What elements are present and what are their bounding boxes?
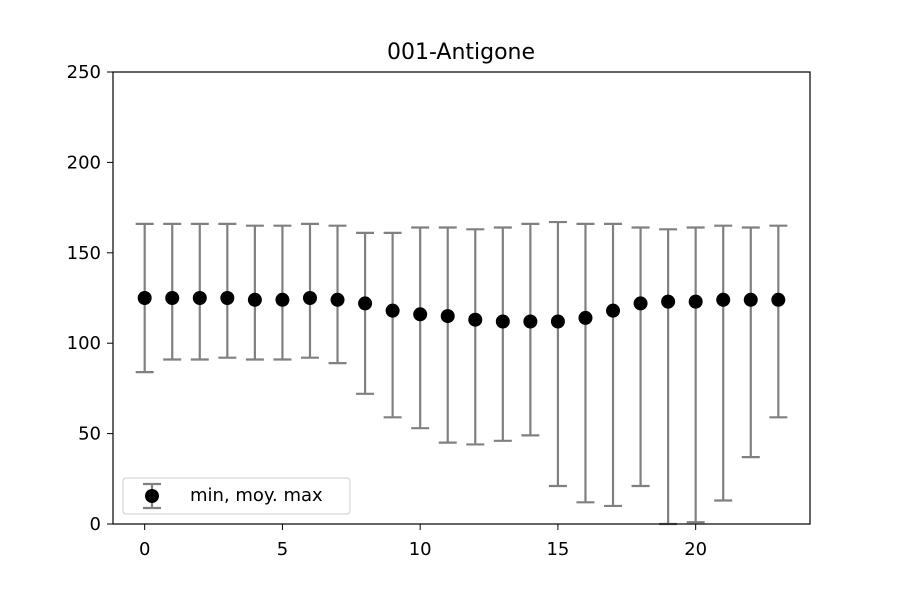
x-tick-label: 0 [139, 539, 150, 560]
x-tick-label: 20 [684, 539, 707, 560]
data-point [358, 296, 373, 311]
data-point [688, 294, 703, 309]
data-point [330, 292, 345, 307]
plot-frame [112, 71, 811, 525]
data-point [302, 291, 317, 305]
y-tick-label: 100 [67, 333, 101, 354]
data-point [633, 296, 648, 311]
legend-label: min, moy. max [190, 485, 323, 506]
data-point [743, 292, 758, 307]
chart-title: 001-Antigone [387, 40, 535, 65]
x-tick-label: 15 [546, 539, 569, 560]
data-point [716, 292, 731, 307]
data-point [661, 294, 676, 309]
data-point [247, 292, 262, 307]
data-point [550, 314, 565, 329]
legend-point [145, 489, 159, 503]
x-tick-label: 10 [409, 539, 432, 560]
y-tick-label: 150 [67, 243, 101, 264]
x-tick-label: 5 [277, 539, 288, 560]
y-tick-label: 0 [90, 514, 101, 535]
legend: min, moy. max [122, 477, 351, 515]
data-point [275, 292, 290, 307]
data-point [440, 309, 455, 324]
data-point [137, 291, 152, 305]
data-point [523, 314, 538, 329]
y-tick-label: 200 [67, 152, 101, 173]
data-point [495, 314, 510, 329]
y-tick-label: 50 [78, 424, 101, 445]
y-tick-label: 250 [67, 62, 101, 83]
data-point [468, 312, 483, 327]
data-point [413, 307, 428, 322]
data-point [578, 310, 593, 325]
data-point [771, 292, 786, 307]
legend-box [122, 477, 351, 515]
data-point [385, 303, 400, 318]
data-point [192, 291, 207, 305]
data-point [606, 303, 621, 318]
data-point [165, 291, 180, 305]
data-point [220, 291, 235, 305]
